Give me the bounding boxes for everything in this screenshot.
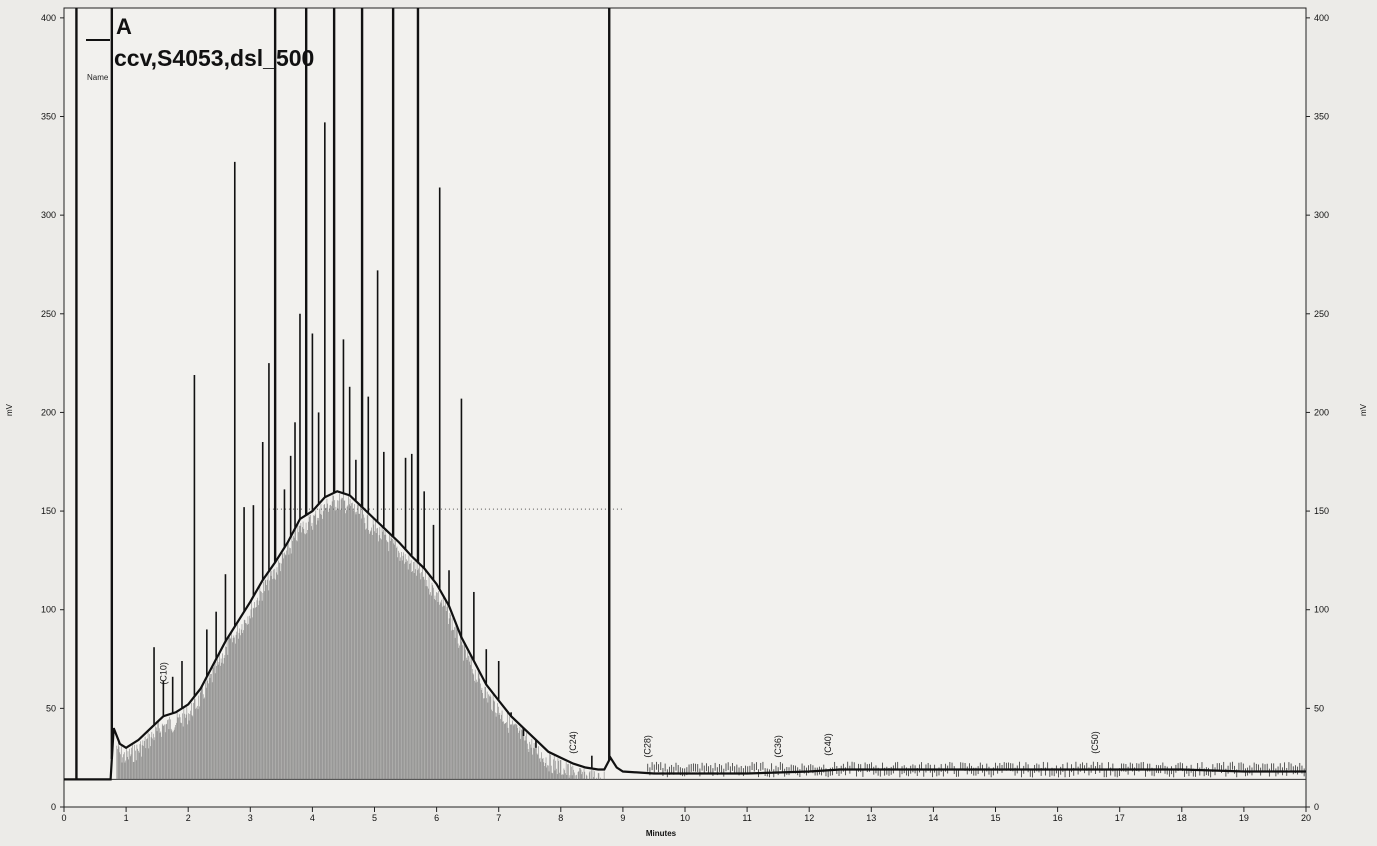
y-axis-title-left: mV [5, 403, 14, 416]
legend: A ccv,S4053,dsl_500 Name [86, 14, 314, 82]
plot-area: (C10) (C24) (C28) (C36) (C40) (C50) [63, 7, 1307, 808]
y-tick-label-right: 0 [1314, 802, 1319, 812]
y-tick-label-left: 150 [41, 506, 56, 516]
y-tick-label-right: 250 [1314, 309, 1329, 319]
x-tick-label: 1 [124, 813, 129, 823]
y-tick-label-right: 100 [1314, 605, 1329, 615]
x-tick-label: 15 [990, 813, 1000, 823]
y-tick-label-left: 100 [41, 605, 56, 615]
y-axis-title-right: mV [1359, 403, 1368, 416]
legend-series-label: A [116, 14, 132, 39]
x-tick-label: 11 [742, 813, 751, 823]
x-tick-label: 19 [1239, 813, 1249, 823]
y-tick-label-right: 300 [1314, 210, 1329, 220]
x-tick-label: 0 [61, 813, 66, 823]
legend-column-header: Name [87, 73, 109, 82]
x-tick-label: 14 [928, 813, 938, 823]
y-tick-label-left: 200 [41, 407, 56, 417]
x-tick-label: 20 [1301, 813, 1311, 823]
x-tick-label: 13 [866, 813, 876, 823]
x-tick-label: 4 [310, 813, 315, 823]
y-tick-label-right: 50 [1314, 703, 1324, 713]
peak-label: (C10) [158, 662, 168, 685]
x-tick-label: 9 [620, 813, 625, 823]
x-tick-label: 8 [558, 813, 563, 823]
peak-label: (C24) [568, 731, 578, 754]
legend-sample-name: ccv,S4053,dsl_500 [114, 45, 314, 71]
x-tick-label: 5 [372, 813, 377, 823]
axes: 0 1 2 3 4 5 6 7 8 9 10 11 12 13 14 15 16 17 18 19 200 050 5010… [41, 13, 1329, 823]
y-tick-label-right: 150 [1314, 506, 1329, 516]
y-tick-label-right: 200 [1314, 407, 1329, 417]
series-line-A [64, 490, 1306, 781]
x-tick-label: 2 [186, 813, 191, 823]
x-tick-label: 3 [248, 813, 253, 823]
y-tick-label-left: 350 [41, 112, 56, 122]
y-tick-label-left: 0 [51, 802, 56, 812]
y-tick-label-left: 400 [41, 13, 56, 23]
x-tick-label: 7 [496, 813, 501, 823]
x-tick-label: 10 [680, 813, 690, 823]
x-tick-label: 17 [1115, 813, 1125, 823]
peak-label: (C40) [823, 733, 833, 756]
peak-label: (C28) [643, 735, 653, 758]
x-tick-label: 18 [1177, 813, 1187, 823]
y-tick-label-left: 250 [41, 309, 56, 319]
peak-label: (C50) [1090, 731, 1100, 754]
x-axis-title: Minutes [646, 829, 677, 838]
y-tick-label-right: 350 [1314, 112, 1329, 122]
y-tick-label-left: 300 [41, 210, 56, 220]
x-tick-label: 16 [1053, 813, 1063, 823]
peak-label: (C36) [773, 735, 783, 758]
y-tick-label-left: 50 [46, 703, 56, 713]
x-tick-label: 6 [434, 813, 439, 823]
y-tick-label-right: 400 [1314, 13, 1329, 23]
x-tick-label: 12 [804, 813, 814, 823]
